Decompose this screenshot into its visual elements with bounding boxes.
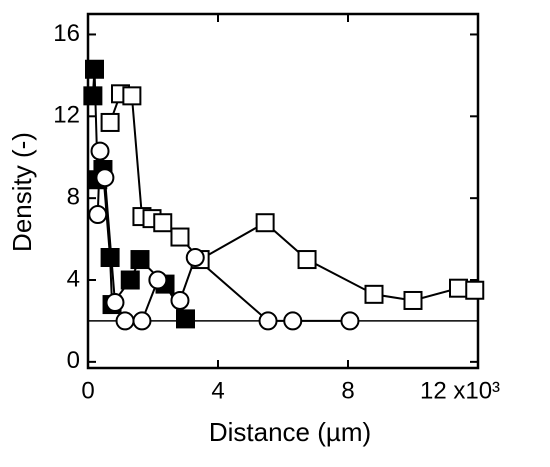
marker xyxy=(100,112,120,132)
plot-frame xyxy=(86,12,480,370)
marker xyxy=(95,168,115,188)
x-axis-label: Distance (µm) xyxy=(209,417,371,447)
marker xyxy=(90,141,110,161)
marker xyxy=(255,213,275,233)
marker xyxy=(449,278,468,298)
marker xyxy=(403,290,423,310)
marker xyxy=(115,311,135,331)
y-tick-label: 0 xyxy=(67,347,80,374)
x-tick-label: 12 x10³ xyxy=(420,377,500,404)
marker xyxy=(340,311,360,331)
y-tick-label: 4 xyxy=(67,265,80,292)
series-line xyxy=(109,92,475,302)
marker xyxy=(153,213,173,233)
marker xyxy=(176,309,195,329)
marker xyxy=(120,270,140,290)
x-tick-label: 0 xyxy=(81,377,94,404)
y-tick-label: 8 xyxy=(67,184,80,211)
y-axis-label: Density (-) xyxy=(7,132,37,252)
marker xyxy=(170,290,190,310)
marker xyxy=(283,311,303,331)
x-tick-label: 8 xyxy=(341,377,354,404)
marker xyxy=(85,59,104,79)
series-line xyxy=(96,150,350,322)
marker xyxy=(465,280,485,300)
marker xyxy=(185,248,205,268)
marker xyxy=(170,227,190,247)
marker xyxy=(364,284,384,304)
marker xyxy=(148,270,168,290)
marker xyxy=(88,205,108,225)
marker xyxy=(83,86,103,106)
marker xyxy=(130,250,150,270)
marker xyxy=(132,311,152,331)
marker xyxy=(100,248,120,268)
y-tick-label: 16 xyxy=(53,20,80,47)
marker xyxy=(258,311,278,331)
marker xyxy=(105,293,125,313)
y-tick-label: 12 xyxy=(53,102,80,129)
series-line xyxy=(91,69,187,320)
marker xyxy=(122,86,142,106)
marker xyxy=(297,250,317,270)
x-tick-label: 4 xyxy=(211,377,224,404)
